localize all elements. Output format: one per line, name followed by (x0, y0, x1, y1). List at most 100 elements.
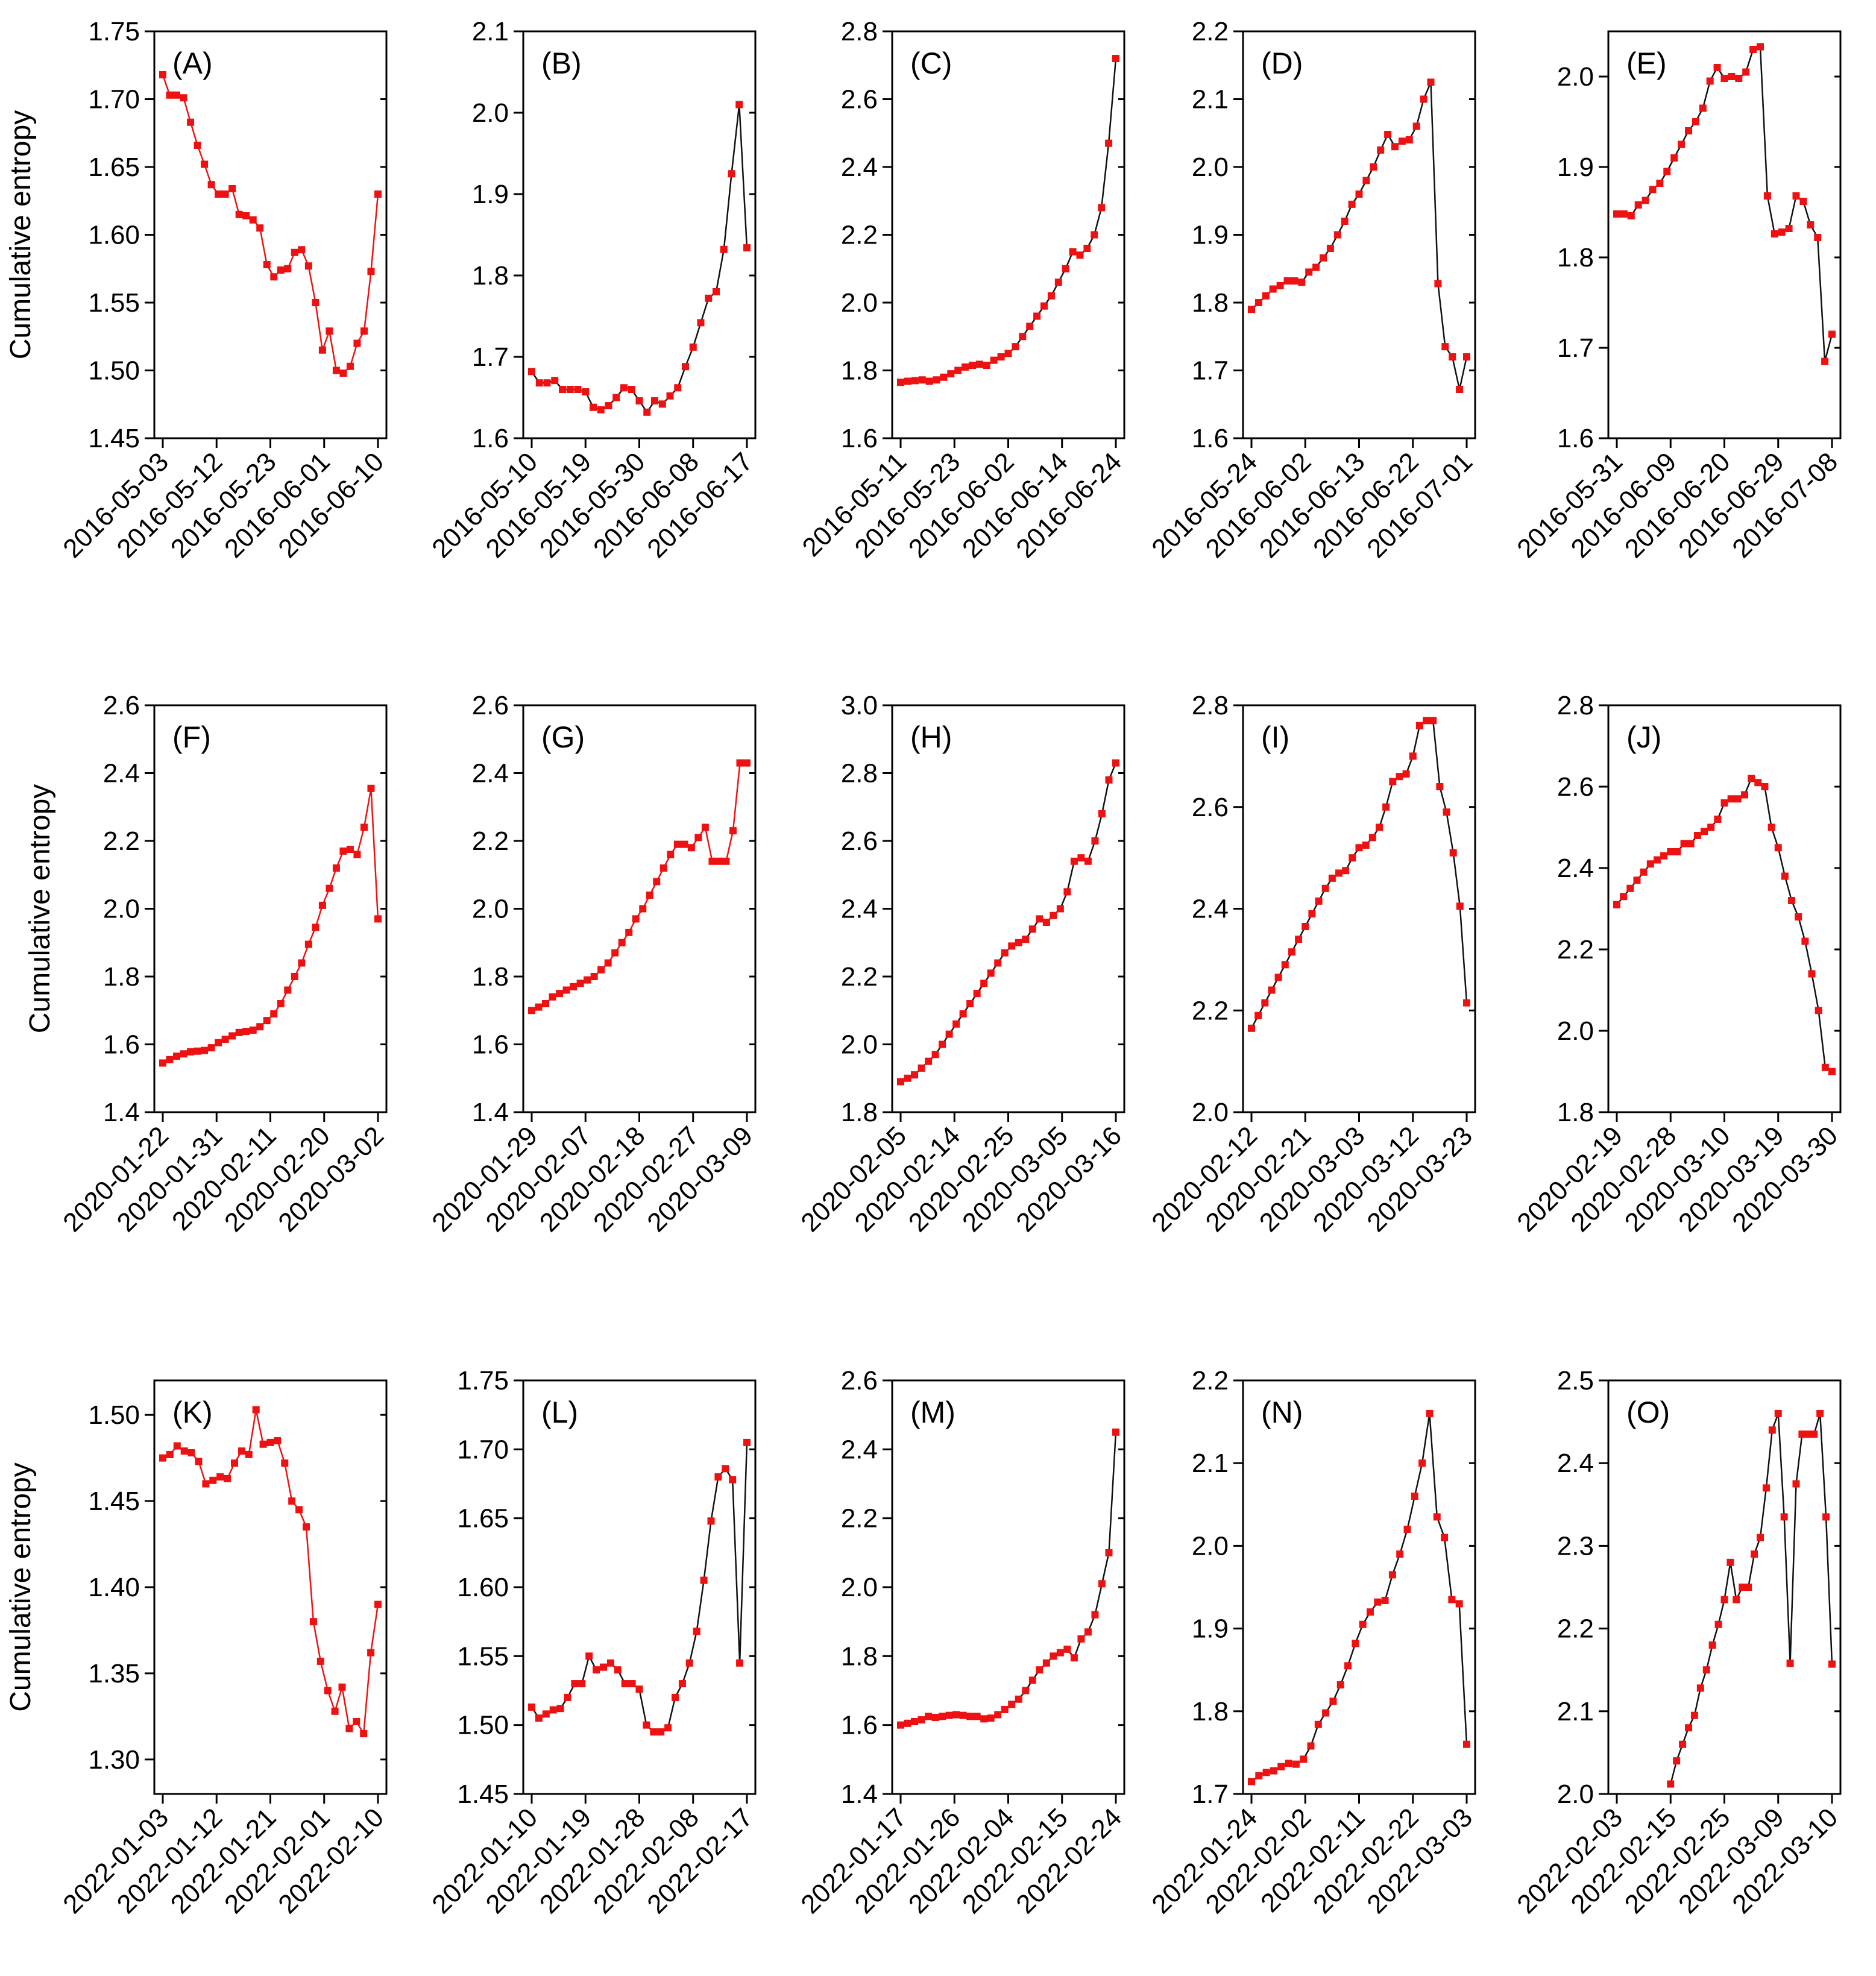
data-point (1389, 778, 1397, 785)
data-point (1463, 1740, 1470, 1748)
plot-frame (1242, 1379, 1476, 1795)
data-point (672, 1693, 679, 1701)
data-point (605, 402, 612, 409)
data-point (312, 299, 319, 306)
data-point (1270, 1767, 1277, 1775)
data-point (1262, 1769, 1270, 1776)
data-point (673, 840, 681, 848)
data-point (897, 1721, 904, 1729)
data-point (1774, 844, 1782, 852)
data-point (582, 388, 590, 396)
data-point (1269, 285, 1277, 293)
data-point (657, 1728, 665, 1736)
data-point (1382, 803, 1390, 811)
data-point (1463, 353, 1470, 360)
data-point (653, 878, 661, 886)
data-point (1054, 278, 1062, 286)
data-point (256, 1023, 264, 1031)
data-point (1423, 717, 1431, 725)
y-tick-label: 2.4 (1557, 854, 1594, 883)
data-point (304, 940, 312, 948)
data-point (1248, 306, 1255, 313)
data-point (1388, 1571, 1396, 1579)
plot-frame (1607, 30, 1842, 439)
data-point (1706, 77, 1714, 85)
y-tick-label: 1.4 (103, 1098, 140, 1127)
panel-label: (C) (910, 46, 952, 80)
data-point (180, 94, 187, 102)
data-point (216, 1473, 224, 1481)
data-point (1047, 292, 1055, 300)
y-tick-label: 1.35 (88, 1659, 140, 1688)
y-tick-label: 1.8 (103, 962, 140, 992)
data-point (722, 857, 730, 865)
data-point (1033, 312, 1041, 320)
data-point (620, 384, 628, 392)
data-point (705, 294, 713, 302)
data-point (736, 759, 744, 767)
data-point (1757, 43, 1764, 51)
y-tick-label: 2.2 (841, 962, 878, 992)
panel-label: (E) (1626, 46, 1667, 80)
data-point (1028, 925, 1036, 933)
data-point (1063, 1645, 1071, 1653)
data-point (1785, 225, 1793, 232)
data-point (1281, 961, 1289, 969)
data-point (331, 1707, 339, 1715)
panel-label: (K) (172, 1395, 213, 1429)
data-point (1620, 893, 1628, 901)
data-point (1070, 1654, 1078, 1662)
data-point (1679, 1740, 1687, 1748)
data-point (242, 1028, 250, 1036)
data-point (173, 1053, 181, 1060)
data-point (284, 265, 292, 272)
data-point (159, 1059, 166, 1067)
y-tick-label: 2.5 (1557, 1366, 1594, 1395)
data-point (1377, 146, 1385, 154)
y-tick-label: 1.55 (457, 1641, 509, 1671)
data-point (1355, 844, 1363, 852)
data-point (1427, 78, 1435, 86)
data-point (207, 181, 215, 189)
data-point (904, 1719, 911, 1727)
data-point (235, 1028, 243, 1036)
data-point (1112, 759, 1119, 767)
data-point (528, 1007, 535, 1015)
y-tick-label: 2.4 (841, 895, 878, 924)
data-point (713, 288, 720, 295)
data-point (576, 980, 584, 987)
y-axis-label: Cumulative entropy (5, 110, 37, 360)
data-point (570, 983, 578, 990)
y-tick-label: 1.70 (457, 1435, 509, 1464)
data-point (682, 363, 689, 371)
data-point (1762, 1484, 1770, 1492)
data-point (1384, 131, 1392, 138)
data-point (1449, 849, 1457, 857)
data-point (1774, 1409, 1782, 1417)
y-tick-label: 2.3 (1557, 1531, 1594, 1561)
y-tick-label: 2.4 (841, 153, 878, 182)
data-point (549, 993, 556, 1001)
data-point (324, 1687, 332, 1694)
data-point (1707, 823, 1715, 831)
series-line (162, 74, 379, 374)
data-point (1001, 1705, 1009, 1713)
data-point (346, 846, 354, 854)
data-point (962, 363, 969, 371)
data-point (1749, 46, 1757, 53)
data-point (346, 362, 354, 370)
data-point (259, 1440, 267, 1448)
data-point (1754, 779, 1762, 787)
data-point (1308, 910, 1316, 917)
data-point (1374, 1598, 1382, 1606)
data-point (180, 1050, 187, 1058)
data-point (1403, 1525, 1411, 1533)
data-point (256, 224, 264, 232)
y-tick-label: 1.8 (1557, 243, 1594, 272)
data-point (1091, 231, 1098, 239)
data-point (277, 266, 285, 274)
data-point (209, 1476, 217, 1484)
y-tick-label: 2.2 (1192, 996, 1229, 1025)
data-point (353, 851, 361, 858)
data-point (1660, 852, 1668, 860)
